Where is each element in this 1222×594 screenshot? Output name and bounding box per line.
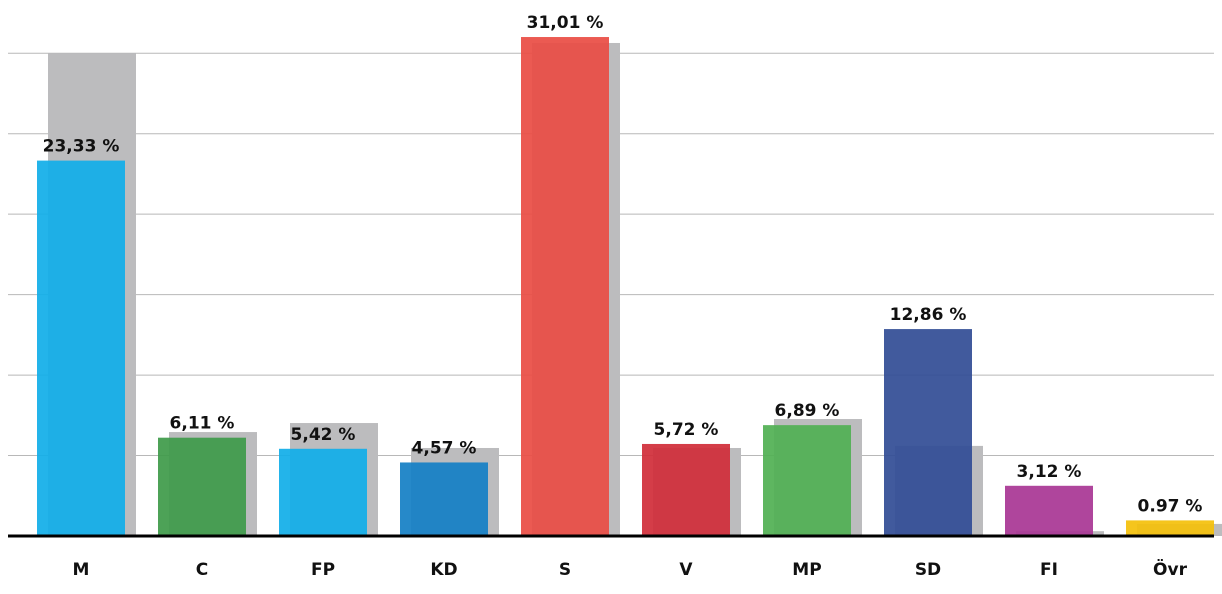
value-label: 3,12 % [1017, 462, 1082, 482]
x-tick-label: SD [915, 560, 941, 580]
value-label: 4,57 % [412, 438, 477, 458]
bar [1126, 520, 1214, 536]
value-label: 31,01 % [527, 13, 604, 33]
value-label: 6,11 % [170, 414, 235, 434]
bar [158, 437, 246, 536]
value-label: 23,33 % [43, 137, 120, 157]
bar [521, 37, 609, 537]
bar [763, 425, 851, 536]
value-label: 5,72 % [654, 420, 719, 440]
x-tick-label: FP [311, 560, 335, 580]
x-tick-label: M [73, 560, 90, 580]
x-tick-label: KD [430, 560, 457, 580]
x-tick-label: C [196, 560, 208, 580]
bar [37, 160, 125, 536]
bar [279, 448, 367, 536]
value-label: 0.97 % [1138, 496, 1203, 516]
bar [884, 329, 972, 536]
x-tick-label: S [559, 560, 571, 580]
value-label: 6,89 % [775, 401, 840, 421]
value-label: 12,86 % [890, 305, 967, 325]
x-tick-label: FI [1040, 560, 1058, 580]
bar [1005, 485, 1093, 536]
value-label: 5,42 % [291, 425, 356, 445]
bar [642, 443, 730, 536]
x-tick-label: MP [792, 560, 821, 580]
x-tick-label: Övr [1153, 558, 1188, 580]
bar [400, 462, 488, 536]
x-tick-label: V [679, 560, 693, 580]
